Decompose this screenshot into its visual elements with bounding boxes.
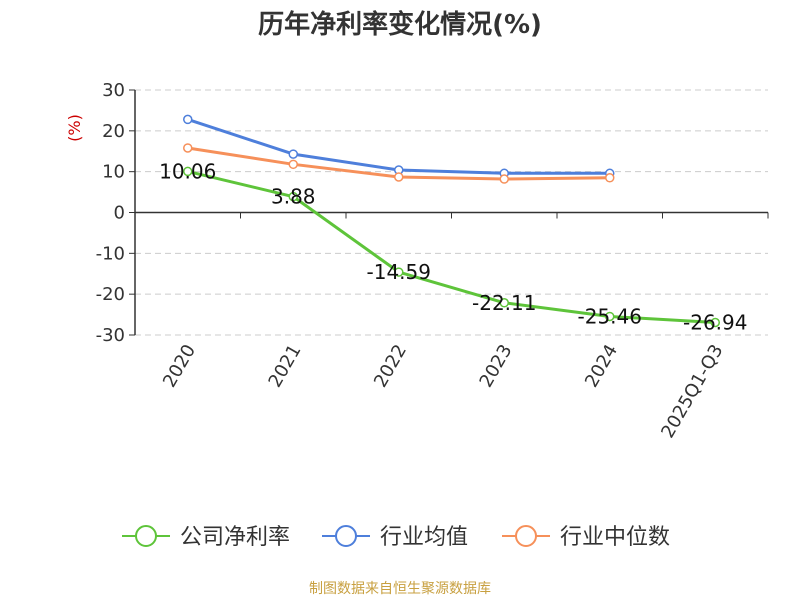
y-axis-label: (%) (65, 114, 84, 142)
data-point (394, 267, 404, 277)
data-label: 10.06 (159, 159, 216, 183)
legend-entry: 行业中位数 (560, 525, 670, 550)
axes: 30 20 10 0 -10 -20 -30 2020 2021 2022 2023 2024 2025… (96, 80, 769, 442)
data-labels: 10.06 3.88 -14.59 -22.11 -25.46 -26.94 (159, 159, 747, 334)
legend-entry: 行业均值 (380, 525, 468, 550)
data-point (183, 114, 193, 125)
x-tick-label: 2023 (475, 341, 516, 391)
data-point (605, 173, 615, 183)
data-label: 3.88 (271, 185, 316, 209)
legend-marker (335, 525, 357, 547)
y-tick-label: 10 (102, 162, 125, 183)
y-tick-label: 0 (114, 203, 125, 224)
source-note: 制图数据来自恒生聚源数据库 (309, 581, 491, 597)
legend-marker (515, 525, 537, 547)
x-tick-label: 2025Q1-Q3 (657, 341, 727, 442)
data-label: -22.11 (472, 291, 536, 315)
y-tick-label: -10 (96, 243, 125, 264)
series-lines (183, 114, 720, 328)
x-tick-label: 2024 (581, 341, 622, 391)
data-point (499, 174, 509, 184)
y-tick-label: 30 (102, 80, 125, 101)
y-tick-label: -30 (96, 325, 125, 346)
data-point (288, 159, 298, 170)
data-label: -26.94 (683, 311, 747, 335)
data-point (499, 298, 509, 308)
x-tick-label: 2020 (159, 341, 200, 391)
x-tick-label: 2021 (264, 341, 305, 391)
series-line (187, 117, 610, 175)
y-tick-label: -20 (96, 284, 125, 305)
chart-title: 历年净利率变化情况(%) (258, 10, 542, 40)
data-label: -25.46 (578, 304, 642, 328)
legend-marker (135, 525, 157, 547)
data-point (183, 166, 193, 177)
data-point (288, 149, 298, 159)
legend[interactable]: 公司净利率 行业均值 行业中位数 (122, 525, 670, 550)
data-point (288, 191, 298, 202)
data-point (710, 317, 720, 328)
data-point (605, 311, 615, 322)
data-point (394, 172, 404, 182)
y-tick-label: 20 (102, 121, 125, 142)
legend-entry: 公司净利率 (180, 525, 290, 550)
series-line (187, 169, 716, 325)
x-tick-label: 2022 (370, 341, 411, 391)
data-label: -14.59 (367, 260, 431, 284)
data-point (183, 143, 193, 153)
grid-lines (135, 89, 768, 336)
